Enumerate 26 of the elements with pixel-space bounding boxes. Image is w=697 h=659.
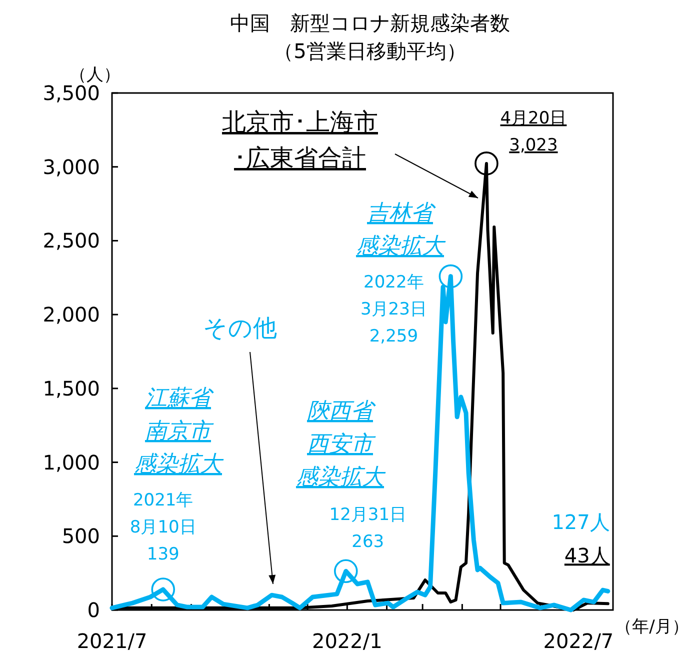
chart-title: 中国 新型コロナ新規感染者数: [230, 11, 510, 35]
x-tick-label: 2022/1: [312, 629, 382, 653]
annotation: 南京市: [145, 419, 214, 444]
y-tick-label: 2,500: [42, 228, 100, 253]
chart-subtitle: （5営業日移動平均）: [274, 39, 466, 63]
annotation: 感染拡大: [134, 452, 224, 477]
y-tick-label: 3,000: [42, 154, 100, 179]
annotation: 感染拡大: [356, 234, 446, 259]
annotation: 吉林省: [367, 201, 436, 226]
y-tick-label: 1,000: [42, 450, 100, 474]
y-tick-label: 0: [87, 598, 100, 622]
y-tick-label: 1,500: [42, 376, 100, 400]
annotation: 陝西省: [307, 399, 376, 424]
annotation: 12月31日 263: [329, 505, 407, 552]
y-tick-label: 2,000: [42, 302, 100, 327]
x-axis-title: （年/月）: [615, 617, 689, 637]
x-tick-label: 2022/7: [543, 629, 614, 653]
annotation: 西安市: [307, 432, 376, 457]
x-tick-label: 2021/7: [76, 629, 148, 653]
annotation: 感染拡大: [296, 465, 386, 490]
annotation: 2021年 8月10日 139: [130, 490, 196, 564]
annotation: 2022年 3月23日 2,259: [360, 272, 427, 346]
annotation: 127人: [552, 510, 610, 534]
text: その他: [203, 314, 277, 342]
annotation: 江蘇省: [145, 386, 214, 411]
y-tick-label: 500: [62, 524, 100, 548]
